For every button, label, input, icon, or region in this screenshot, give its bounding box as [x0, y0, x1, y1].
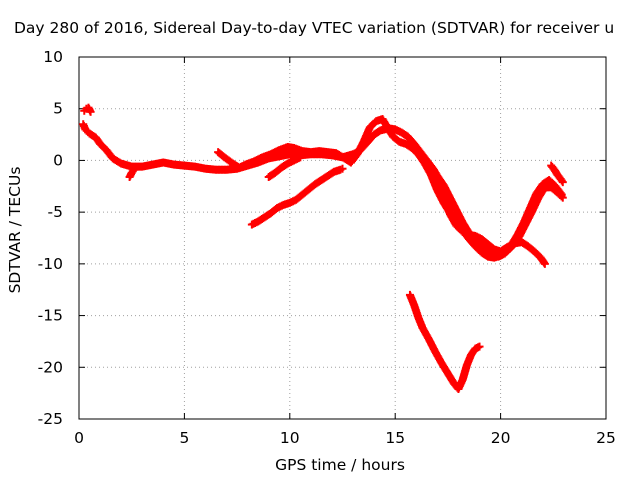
- series-main-track: [79, 120, 566, 261]
- x-tick-label: 5: [179, 429, 189, 447]
- series-left-spike: [80, 103, 95, 116]
- y-axis-label: SDTVAR / TECUs: [6, 167, 24, 294]
- y-axis-ticks: 10 5 0 -5 -10 -15 -20 -25: [38, 48, 606, 428]
- series-dip-branch: [433, 174, 549, 268]
- y-tick-label: -15: [38, 307, 63, 325]
- series-low-tail: [125, 165, 138, 181]
- x-tick-label: 25: [596, 429, 616, 447]
- y-tick-label: 10: [43, 48, 63, 66]
- y-tick-label: -5: [48, 203, 63, 221]
- y-tick-label: -20: [38, 358, 63, 376]
- y-tick-label: -25: [38, 410, 63, 428]
- y-tick-label: 0: [53, 151, 63, 169]
- grid: [79, 57, 606, 419]
- x-tick-label: 20: [491, 429, 511, 447]
- series-deep-dip: [405, 290, 484, 394]
- series-midday-noise: [214, 142, 349, 172]
- chart-title: Day 280 of 2016, Sidereal Day-to-day VTE…: [14, 19, 614, 37]
- series-right-spike: [547, 161, 567, 187]
- x-tick-label: 15: [385, 429, 405, 447]
- series-short-segment: [264, 153, 305, 181]
- plot-area: [78, 56, 607, 420]
- x-tick-label: 0: [74, 429, 84, 447]
- y-tick-label: -10: [38, 255, 63, 273]
- series-rising-segment: [247, 164, 347, 229]
- plot-frame: [78, 56, 607, 420]
- data-points: [79, 103, 567, 394]
- x-axis-ticks: 0 5 10 15 20 25: [74, 57, 616, 447]
- y-tick-label: 5: [53, 100, 63, 118]
- x-axis-label: GPS time / hours: [275, 456, 405, 474]
- x-tick-label: 10: [280, 429, 300, 447]
